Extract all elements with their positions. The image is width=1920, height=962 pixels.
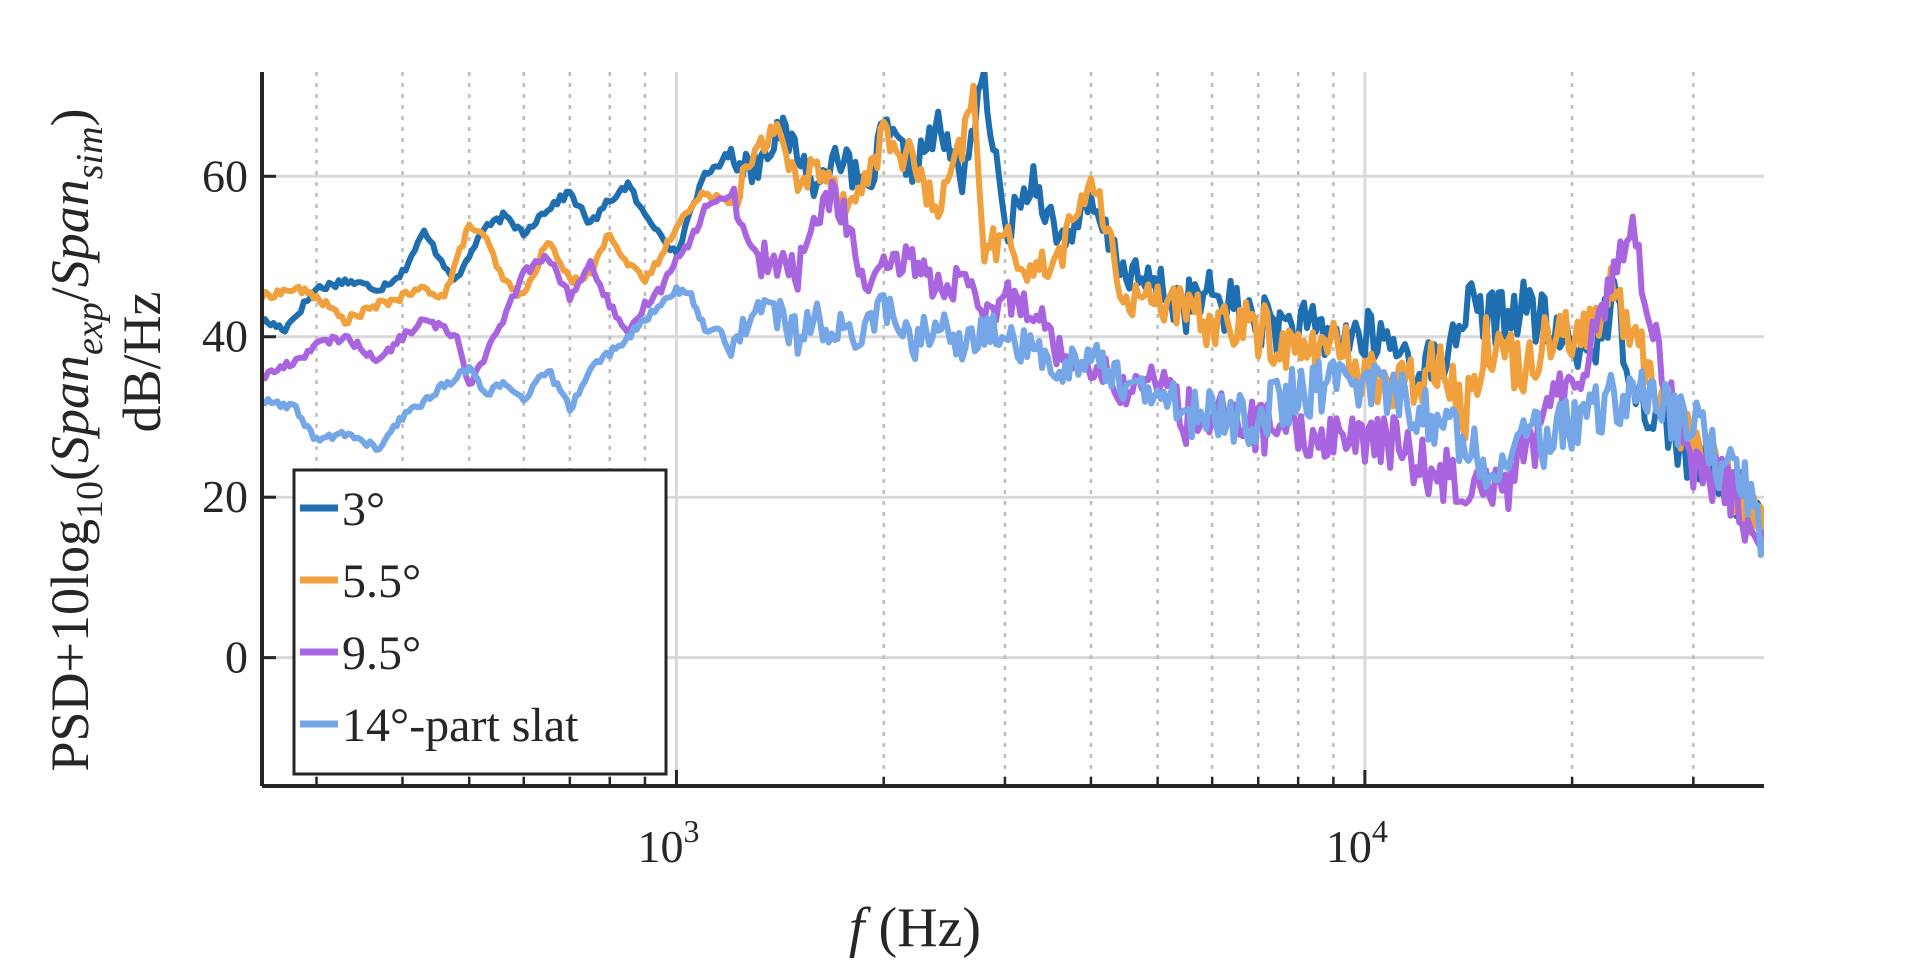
series-lines — [262, 72, 1764, 558]
y-tick-label-2: 40 — [202, 311, 248, 362]
x-axis-label-rest: (Hz) — [864, 897, 981, 959]
legend-label-1: 5.5° — [342, 555, 421, 608]
axes — [260, 72, 1764, 788]
x-tick-label-1: 104 — [1326, 813, 1388, 872]
series-line-2 — [262, 178, 1764, 551]
y-tick-label-1: 20 — [202, 471, 248, 522]
y-tick-label-3: 60 — [202, 150, 248, 201]
x-ticks: 103 104 — [315, 770, 1695, 872]
y-axis-label-main: PSD+10log10(Spanexp/Spansim) — [40, 108, 111, 771]
legend: 3° 5.5° 9.5° 14°-part slat — [292, 468, 668, 776]
series-line-3 — [262, 284, 1764, 558]
y-axis-label-units: dB/Hz — [112, 292, 172, 433]
y-ticks: 0 20 40 60 — [202, 150, 276, 683]
x-tick-label-0: 103 — [637, 813, 699, 872]
legend-label-3: 14°-part slat — [342, 699, 579, 752]
legend-label-2: 9.5° — [342, 627, 421, 680]
series-line-1 — [262, 82, 1764, 537]
legend-items: 3° 5.5° 9.5° 14°-part slat — [300, 483, 579, 752]
y-tick-label-0: 0 — [225, 632, 248, 683]
x-axis-label: f (Hz) — [849, 897, 981, 959]
legend-box — [292, 468, 668, 776]
legend-label-0: 3° — [342, 483, 385, 536]
